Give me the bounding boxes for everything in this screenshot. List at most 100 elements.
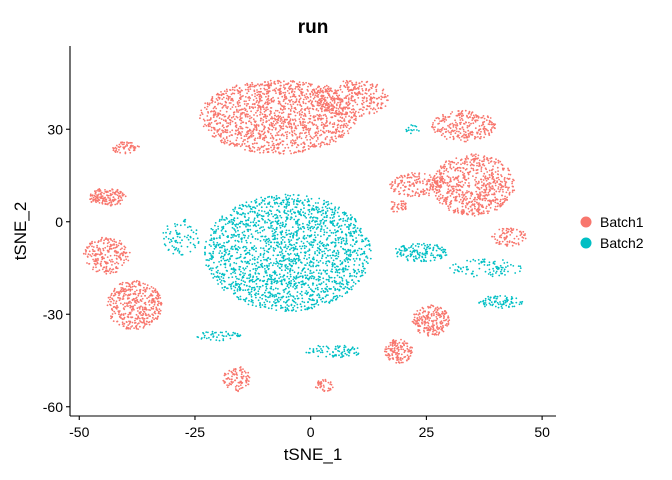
data-point [299,103,302,106]
data-point [326,142,328,145]
data-point [299,303,302,306]
data-point [351,99,354,102]
data-point [346,124,349,127]
data-point [266,221,268,224]
data-point [148,315,151,317]
data-point [307,122,309,124]
data-point [242,375,245,378]
data-point [134,285,137,288]
data-point [335,137,337,140]
data-point [435,185,437,188]
data-point [319,383,321,385]
data-point [122,325,125,327]
data-point [403,182,406,184]
data-point [503,238,506,241]
data-point [354,92,356,95]
data-point [252,128,255,131]
data-point [270,82,273,85]
data-point [474,196,476,199]
data-point [100,194,103,196]
data-point [278,138,281,141]
data-point [294,126,297,129]
data-point [279,129,281,132]
data-point [354,86,356,89]
data-point [479,194,481,197]
data-point [423,320,426,323]
data-point [252,268,255,270]
data-point [313,116,315,119]
data-point [505,191,508,194]
data-point [206,103,209,106]
data-point [486,183,489,185]
data-point [444,200,447,202]
data-point [101,258,104,261]
data-point [427,328,430,331]
data-point [298,133,301,135]
data-point [446,175,449,178]
data-point [404,175,406,178]
data-point [250,110,253,113]
data-point [92,200,95,202]
data-point [264,298,267,301]
data-point [347,90,350,93]
data-point [338,276,341,279]
data-point [478,209,480,211]
data-point [461,171,464,174]
data-point [506,196,508,199]
data-point [261,113,264,115]
data-point [341,133,343,136]
data-point [244,260,247,263]
data-point [344,124,347,127]
data-point [429,186,432,189]
data-point [275,115,278,118]
data-point [506,240,509,243]
data-point [131,308,134,310]
data-point [463,160,466,163]
data-point [432,183,434,186]
data-point [312,88,315,91]
data-point [406,195,409,197]
data-point [211,228,214,231]
data-point [472,167,474,170]
data-point [423,178,426,181]
data-point [320,144,322,147]
data-point [288,277,290,280]
data-point [130,326,132,328]
data-point [483,195,486,198]
data-point [315,88,318,90]
data-point [478,128,481,131]
data-point [348,127,351,130]
data-point [229,102,232,104]
data-point [219,263,222,266]
data-point [286,247,288,250]
data-point [284,131,287,134]
data-point [456,130,458,133]
data-point [462,174,464,176]
data-point [406,345,409,348]
data-point [272,96,274,99]
data-point [407,355,410,358]
data-point [488,184,491,186]
data-point [322,98,325,101]
data-point [128,285,130,288]
data-point [121,143,124,146]
data-point [149,309,152,311]
data-point [108,269,111,271]
data-point [293,132,296,135]
data-point [407,188,410,190]
data-point [413,313,415,316]
data-point [355,237,357,239]
data-point [290,280,293,282]
data-point [481,205,483,208]
data-point [419,331,421,334]
data-point [478,202,480,205]
data-point [438,130,441,133]
data-point [262,106,265,109]
data-point [153,300,156,303]
data-point [447,176,450,179]
data-point [120,141,122,144]
data-point [344,108,347,110]
data-point [449,123,452,126]
data-point [450,192,453,195]
data-point [260,145,263,148]
